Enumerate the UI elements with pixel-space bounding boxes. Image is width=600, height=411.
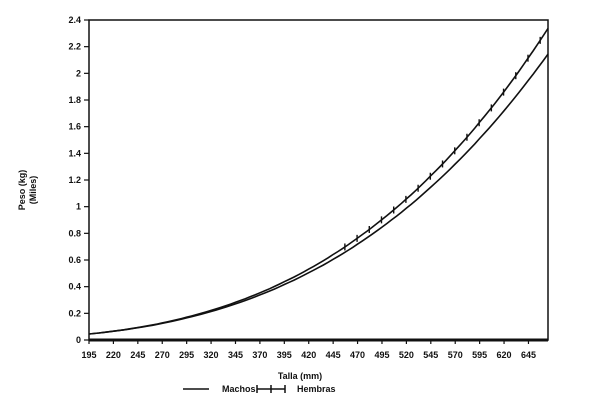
x-axis-label: Talla (mm) xyxy=(278,371,322,381)
y-tick-label: 2.4 xyxy=(68,15,81,25)
y-axis-label-line2: (Miles) xyxy=(28,176,38,205)
series-line-hembras xyxy=(88,27,549,335)
x-tick-label: 370 xyxy=(252,350,267,360)
x-tick-label: 220 xyxy=(106,350,121,360)
x-tick-label: 295 xyxy=(179,350,194,360)
y-tick-label: 0.2 xyxy=(68,308,81,318)
x-tick-label: 445 xyxy=(326,350,341,360)
legend-swatch-hembras xyxy=(256,385,286,393)
y-tick-label: 0.6 xyxy=(68,255,81,265)
y-tick-label: 0.8 xyxy=(68,228,81,238)
x-tick-label: 420 xyxy=(301,350,316,360)
x-tick-label: 195 xyxy=(81,350,96,360)
y-tick-label: 1.4 xyxy=(68,148,81,158)
y-tick-label: 1.6 xyxy=(68,122,81,132)
x-tick-label: 545 xyxy=(423,350,438,360)
y-tick-label: 2.2 xyxy=(68,42,81,52)
x-tick-label: 395 xyxy=(277,350,292,360)
y-tick-label: 0 xyxy=(76,335,81,345)
x-tick-label: 570 xyxy=(448,350,463,360)
x-tick-label: 245 xyxy=(130,350,145,360)
series-line-machos xyxy=(88,53,549,335)
y-tick-label: 1.8 xyxy=(68,95,81,105)
y-tick-label: 2 xyxy=(76,68,81,78)
plot-frame xyxy=(88,19,549,341)
x-tick-label: 470 xyxy=(350,350,365,360)
x-tick-label: 270 xyxy=(155,350,170,360)
y-tick-label: 1.2 xyxy=(68,175,81,185)
legend-label-hembras: Hembras xyxy=(297,384,336,394)
x-tick-label: 595 xyxy=(472,350,487,360)
x-tick-label: 495 xyxy=(374,350,389,360)
x-tick-label: 320 xyxy=(204,350,219,360)
y-tick-label: 0.4 xyxy=(68,282,81,292)
x-tick-label: 520 xyxy=(399,350,414,360)
legend: Machos Hembras xyxy=(183,384,336,394)
y-tick-label: 1 xyxy=(76,202,81,212)
legend-label-machos: Machos xyxy=(222,384,256,394)
y-axis-label-line1: Peso (kg) xyxy=(17,170,27,211)
x-tick-label: 345 xyxy=(228,350,243,360)
x-tick-label: 620 xyxy=(497,350,512,360)
x-tick-label: 645 xyxy=(521,350,536,360)
